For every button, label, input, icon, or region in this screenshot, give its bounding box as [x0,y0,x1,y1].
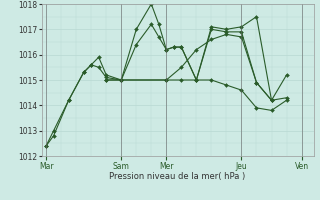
X-axis label: Pression niveau de la mer( hPa ): Pression niveau de la mer( hPa ) [109,172,246,181]
